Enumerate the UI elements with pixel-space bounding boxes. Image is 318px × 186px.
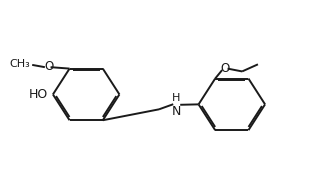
Text: O: O	[220, 62, 229, 75]
Text: HO: HO	[29, 88, 48, 101]
Text: O: O	[45, 60, 54, 73]
Text: H: H	[172, 93, 181, 103]
Text: N: N	[172, 105, 181, 118]
Text: CH₃: CH₃	[9, 59, 30, 69]
